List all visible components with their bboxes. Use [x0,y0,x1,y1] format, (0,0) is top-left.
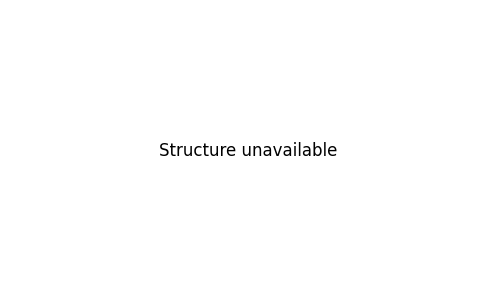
Text: Structure unavailable: Structure unavailable [159,142,337,160]
